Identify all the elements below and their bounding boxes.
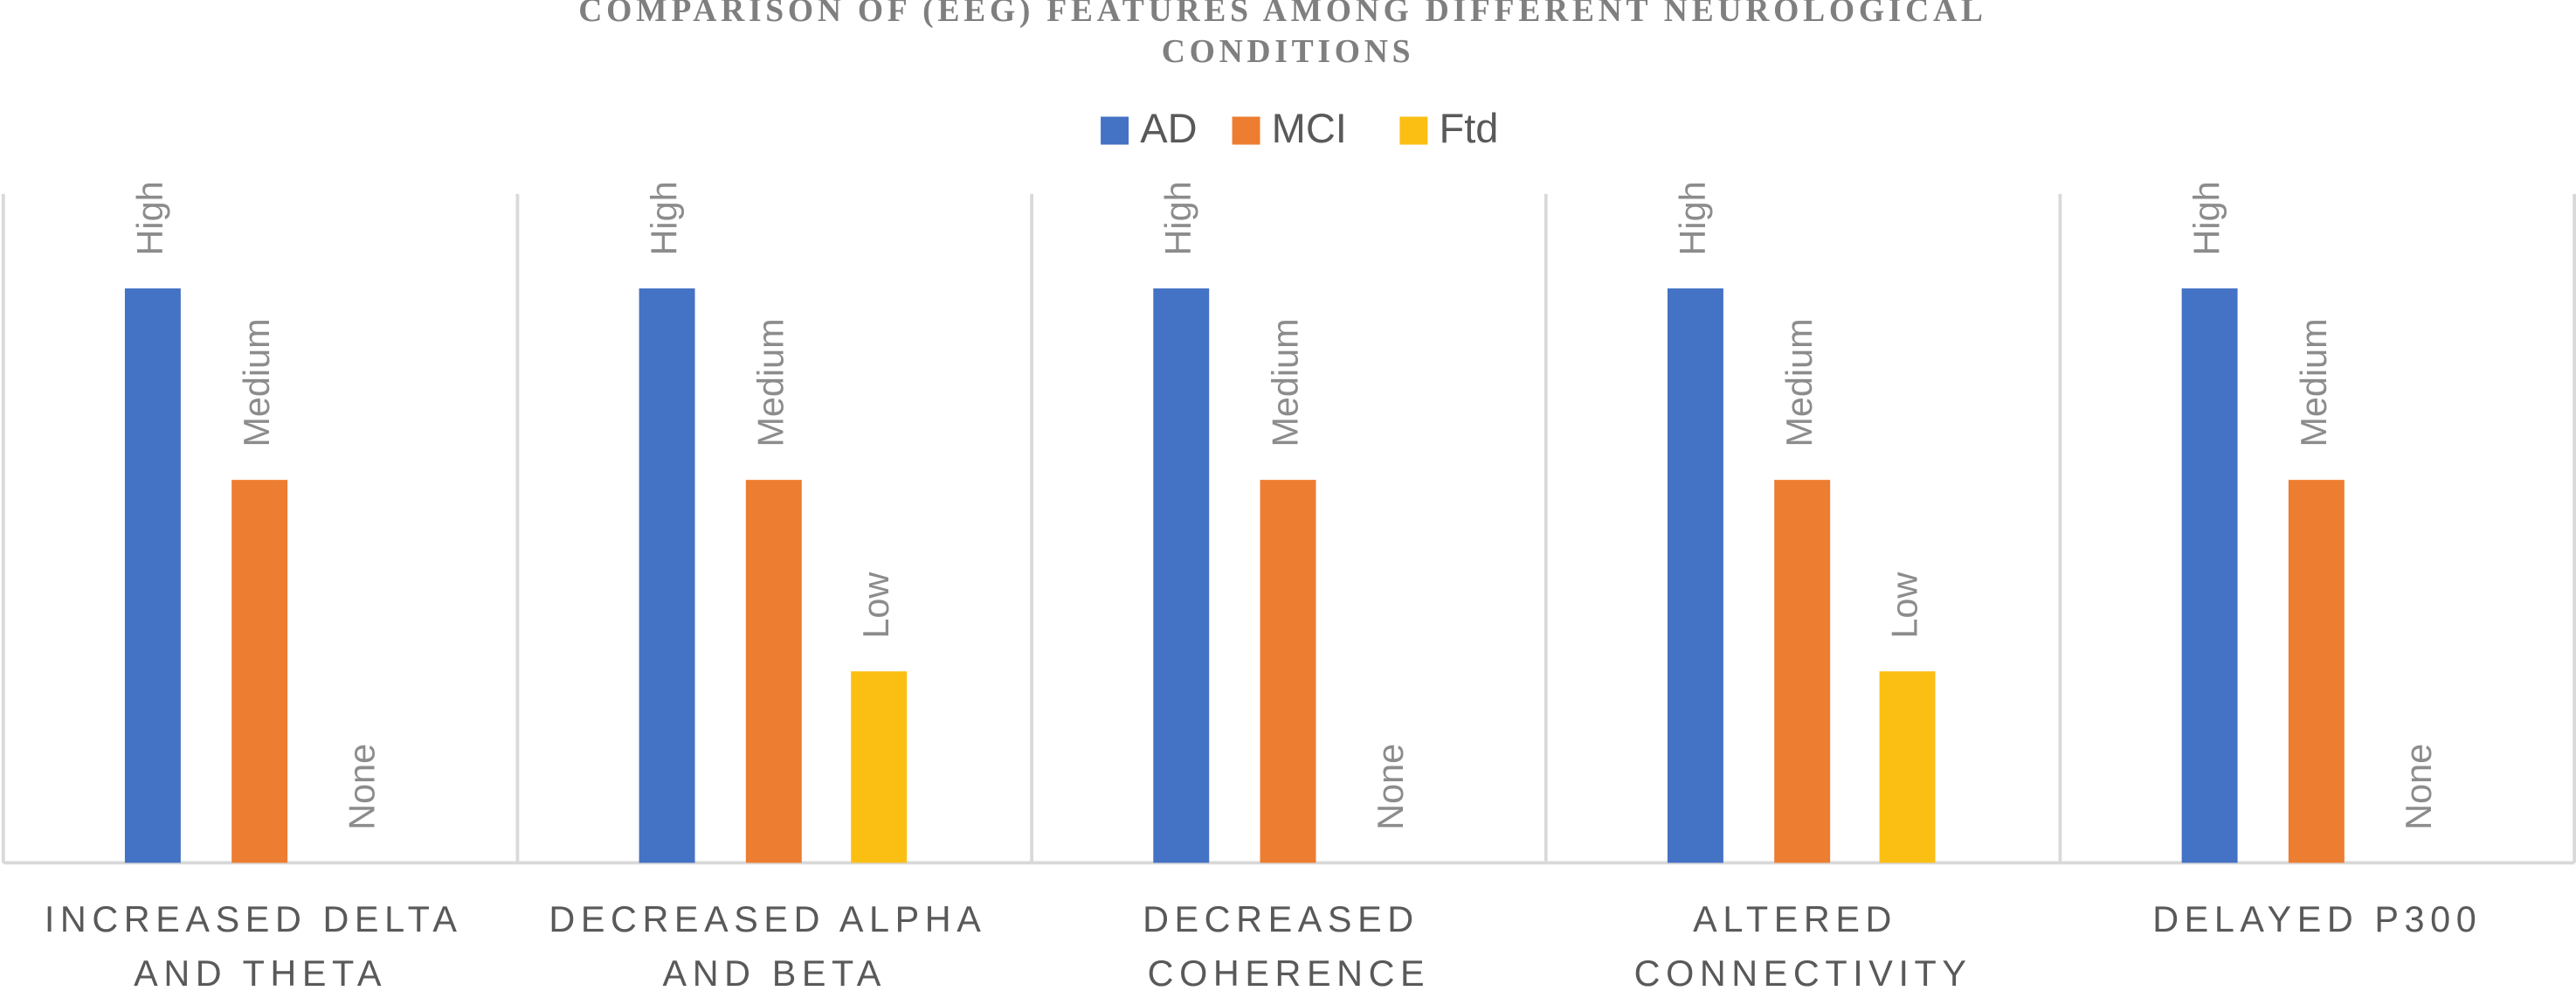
value-label: Medium: [751, 318, 791, 447]
bar: [851, 671, 908, 863]
bar: [2181, 288, 2238, 863]
x-tick-label: DECREASED ALPHA AND BETA: [549, 899, 1000, 991]
x-tick-label: INCREASED DELTA AND THETA: [45, 899, 477, 991]
bar: [745, 480, 802, 863]
value-label: Medium: [1265, 318, 1305, 447]
legend-swatch: [1101, 116, 1129, 145]
chart-title: COMPARISON OF (EEG) FEATURES AMONG DIFFE…: [578, 0, 1997, 70]
value-label: Low: [1884, 572, 1924, 639]
legend-label: Ftd: [1440, 105, 1499, 151]
bar: [1774, 480, 1831, 863]
legend-label: MCI: [1272, 105, 1347, 151]
bar: [2288, 480, 2345, 863]
value-label: Medium: [1779, 318, 1820, 447]
value-label: Medium: [237, 318, 277, 447]
value-label: High: [130, 181, 170, 255]
value-label: None: [342, 744, 382, 830]
x-tick-label: DECREASED COHERENCE: [1143, 899, 1435, 991]
value-label: None: [1371, 744, 1411, 830]
bar: [231, 480, 288, 863]
bar: [124, 288, 181, 863]
legend-swatch: [1399, 116, 1428, 145]
legend-swatch: [1232, 116, 1260, 145]
bar: [1667, 288, 1723, 863]
legend-label: AD: [1140, 105, 1197, 151]
bar: [639, 288, 695, 863]
bar: [1879, 671, 1936, 863]
x-tick-label: DELAYED P300: [2152, 899, 2482, 939]
bar: [1153, 288, 1210, 863]
bar: [1260, 480, 1316, 863]
x-tick-label: ALTERED CONNECTIVITY: [1634, 899, 1972, 991]
value-label: High: [2187, 181, 2227, 255]
value-label: Medium: [2294, 318, 2334, 447]
value-label: None: [2399, 744, 2439, 830]
value-label: High: [1673, 181, 1713, 255]
value-label: High: [1158, 181, 1198, 255]
value-label: Low: [856, 572, 896, 639]
value-label: High: [645, 181, 685, 255]
